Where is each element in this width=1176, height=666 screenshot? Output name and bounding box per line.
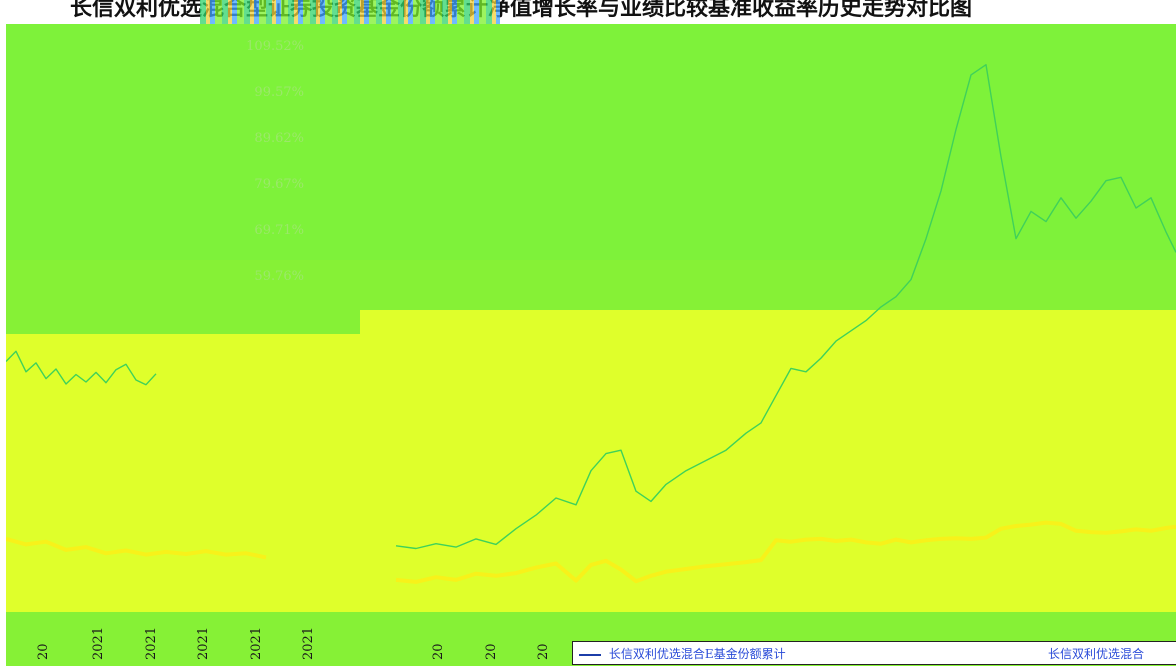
y-tick-label: 109.52% [246,39,304,54]
x-tick-label: 2021 [249,626,264,660]
legend-label-2: 长信双利优选混合 [1048,647,1145,661]
legend: 长信双利优选混合E基金份额累计 长信双利优选混合 [572,641,1176,665]
chart-area: 109.52% 99.57% 89.62% 79.67% 69.71% 59.76% 20… [6,24,1176,666]
x-tick-label: 2021 [144,626,159,660]
y-tick-label: 99.57% [254,85,304,100]
x-tick-label: 20 [36,643,51,660]
series-line-2-segment-2 [395,520,1176,584]
background-band-yellow [6,310,1176,666]
series-line-1-segment-2 [395,64,1176,550]
x-tick-label: 20 [431,643,446,660]
x-tick-label: 2021 [91,626,106,660]
x-tick-label: 20 [536,643,551,660]
title-noise [200,0,500,24]
chart-svg [6,64,1176,584]
y-tick-label: 89.62% [254,131,304,146]
y-tick-label: 59.76% [254,269,304,284]
x-tick-label: 2021 [301,626,316,660]
series-line-2-segment-1 [6,536,267,560]
series-line-1-segment-1 [6,350,157,386]
background-band-green-2 [6,260,1176,310]
legend-swatch-1 [579,653,601,656]
y-tick-label: 79.67% [254,177,304,192]
background-band-yellow-left [6,310,360,334]
x-tick-label: 2021 [196,626,211,660]
x-tick-label: 20 [484,643,499,660]
legend-item-2: 长信双利优选混合 [1048,645,1144,662]
legend-label-1: 长信双利优选混合E基金份额累计 [608,647,786,661]
legend-item-1: 长信双利优选混合E基金份额累计 [579,645,786,662]
y-tick-label: 69.71% [254,223,304,238]
